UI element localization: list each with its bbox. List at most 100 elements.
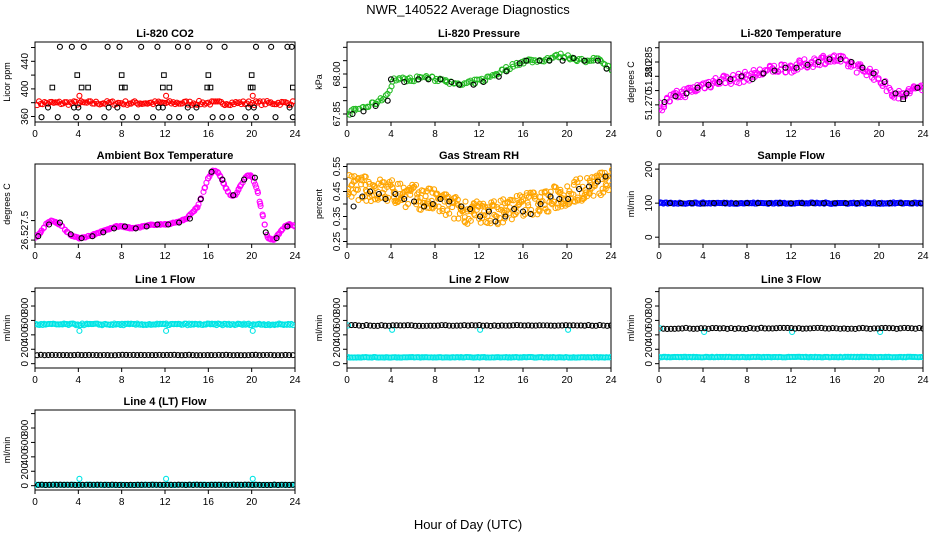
data-point (156, 351, 163, 358)
data-point (510, 322, 517, 329)
data-point (262, 229, 269, 236)
data-point (804, 61, 811, 68)
data-point (431, 322, 438, 329)
data-point (761, 325, 769, 332)
data-point (259, 211, 266, 218)
data-point (358, 174, 365, 181)
data-point (387, 76, 395, 83)
x-tick-label: 20 (561, 375, 573, 386)
data-point (882, 324, 889, 332)
data-point (852, 325, 859, 332)
data-point (388, 177, 396, 184)
data-point (245, 98, 252, 105)
y-tick-label: 0 (20, 482, 31, 488)
data-point (853, 69, 860, 76)
data-point (694, 325, 701, 332)
x-tick-label: 0 (344, 129, 350, 140)
data-point (414, 194, 421, 201)
data-point (250, 178, 257, 185)
data-point (870, 70, 877, 77)
data-point (131, 98, 138, 105)
data-point (40, 225, 47, 232)
data-point (242, 114, 249, 121)
data-point (407, 77, 414, 84)
data-point (481, 203, 488, 210)
data-point (590, 192, 597, 199)
data-point (807, 325, 814, 332)
data-point (160, 84, 166, 91)
data-point (596, 322, 603, 329)
data-point (541, 201, 548, 209)
x-tick-label: 16 (517, 129, 529, 140)
data-point (438, 322, 445, 329)
data-point (659, 325, 664, 332)
data-point (163, 92, 170, 99)
data-point (183, 98, 190, 105)
x-tick-label: 4 (388, 251, 394, 262)
data-point (415, 76, 422, 83)
data-points (35, 475, 295, 489)
data-point (787, 200, 795, 207)
data-point (101, 481, 108, 488)
y-axis-label: degrees C (2, 183, 12, 225)
y-axis-label: ml/min (626, 191, 636, 218)
data-point (709, 325, 716, 332)
data-point (230, 352, 237, 359)
data-point (401, 193, 408, 200)
data-point (864, 200, 872, 207)
data-point (187, 114, 195, 121)
data-point (384, 97, 391, 104)
data-point (138, 481, 145, 488)
data-point (574, 179, 581, 186)
data-point (112, 481, 119, 488)
data-point (236, 99, 243, 106)
data-point (48, 351, 56, 359)
data-point (818, 324, 825, 332)
data-point (97, 481, 105, 488)
y-tick-label: 0.45 (332, 181, 343, 201)
y-axis-label: percent (314, 188, 324, 219)
data-point (599, 169, 606, 176)
data-point (551, 322, 558, 329)
data-point (85, 351, 93, 359)
data-point (555, 322, 562, 329)
data-point (263, 481, 271, 488)
x-tick-label: 8 (119, 375, 125, 386)
data-point (449, 322, 457, 329)
data-point (705, 81, 712, 88)
data-point (204, 84, 211, 91)
data-point (72, 481, 79, 488)
data-point (291, 223, 295, 230)
data-point (825, 325, 832, 332)
data-point (194, 204, 201, 211)
chart-title: Line 2 Flow (449, 274, 509, 286)
data-point (271, 352, 278, 359)
x-tick-label: 16 (829, 129, 841, 140)
data-point (511, 205, 518, 213)
x-tick-label: 16 (203, 129, 215, 140)
data-point (608, 166, 611, 173)
data-point (833, 325, 840, 332)
data-point (115, 351, 122, 359)
data-point (251, 174, 258, 181)
data-point (249, 481, 256, 488)
data-point (143, 223, 150, 230)
data-point (282, 351, 289, 358)
y-tick-label: 800 (20, 297, 31, 314)
data-point (397, 322, 404, 329)
data-point (90, 481, 97, 488)
y-tick-label: 0 (644, 360, 655, 366)
data-point (760, 70, 767, 77)
x-tick-label: 0 (344, 251, 350, 262)
data-point (286, 104, 293, 111)
data-point (385, 322, 393, 329)
data-point (429, 200, 436, 208)
x-tick-label: 24 (289, 375, 301, 386)
data-point (483, 322, 490, 329)
data-point (131, 481, 138, 489)
data-point (840, 325, 848, 332)
y-tick-label: 0.25 (332, 231, 343, 251)
data-point (401, 78, 408, 86)
data-point (467, 217, 474, 224)
